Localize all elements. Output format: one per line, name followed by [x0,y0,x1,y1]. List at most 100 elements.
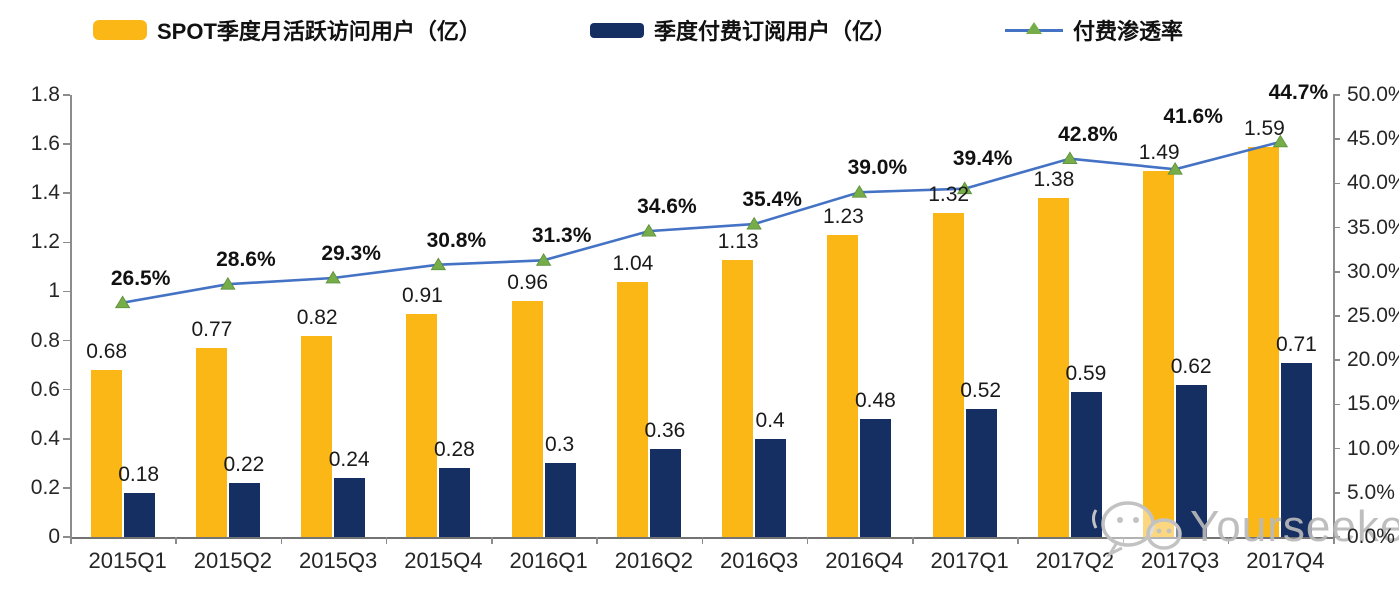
penetration-value-label: 34.6% [637,195,697,219]
mau-value-label: 1.49 [1138,141,1180,165]
legend-label-penetration: 付费渗透率 [1073,19,1184,44]
x-axis-tick-mark [280,537,282,544]
subs-bar [649,448,681,537]
y-axis-tick-label: 1 [48,279,60,303]
subs-value-label: 0.71 [1275,332,1317,356]
x-axis-tick-mark [701,537,703,544]
y2-axis-tick-label: 25.0% [1347,304,1399,327]
y-axis-tick-mark [63,143,70,145]
x-axis-tick-label: 2017Q1 [930,548,1009,573]
y-axis-tick-label: 1.6 [30,132,60,156]
penetration-value-label: 39.0% [847,156,908,180]
y2-axis-tick-label: 45.0% [1347,127,1399,151]
line-marker [220,276,236,290]
penetration-value-label: 26.5% [110,266,171,290]
subs-value-label: 0.52 [960,379,1002,403]
x-axis-tick-mark [806,537,809,544]
penetration-value-label: 30.8% [426,228,487,252]
y-axis-tick-mark [63,241,70,244]
y2-axis-tick-mark [1333,492,1340,494]
y-axis-tick-mark [63,388,70,391]
subs-bar [544,463,576,537]
y2-axis-tick-mark [1333,182,1340,185]
mau-value-label: 1.23 [822,204,864,228]
line-marker [535,253,552,266]
legend-item-penetration: 付费渗透率 [1005,17,1184,44]
y2-axis-tick-mark [1333,94,1340,96]
subs-bar [334,478,366,537]
line-marker [114,295,131,309]
mau-value-label: 1.32 [928,182,970,206]
y-axis-tick-label: 0 [48,525,60,548]
y-axis-tick-label: 1.4 [30,181,60,205]
mau-bar [722,259,754,537]
subs-value-label: 0.36 [644,418,686,442]
subs-bar [123,492,155,537]
y2-axis-tick-label: 0.0% [1347,525,1395,548]
line-marker [1167,161,1183,175]
y2-axis-tick-mark [1333,403,1340,406]
x-axis-tick-mark [491,537,493,544]
y-axis-tick-label: 1.8 [30,83,60,106]
mau-value-label: 0.96 [507,271,549,295]
mau-bar [1037,198,1069,537]
y-axis-tick-mark [63,339,70,342]
y2-axis-tick-label: 15.0% [1347,392,1399,416]
x-axis-tick-mark [1333,537,1335,544]
penetration-value-label: 35.4% [742,188,802,212]
penetration-line-path [122,140,1281,305]
legend-label-subscribers: 季度付费订阅用户（亿） [654,19,897,44]
x-axis-tick-label: 2017Q4 [1246,548,1325,573]
y2-axis-tick-mark [1333,138,1340,140]
subs-bar [965,409,997,537]
penetration-value-label: 44.7% [1268,80,1329,104]
y-axis-tick-label: 1.2 [30,230,60,254]
x-axis-tick-label: 2017Q3 [1140,548,1220,573]
y-axis-tick-label: 0.8 [30,328,60,352]
mau-value-label: 1.13 [717,229,759,253]
y-axis-tick-mark [63,536,70,538]
legend-label-mau: SPOT季度月活跃访问用户（亿） [157,19,481,44]
y-axis-tick-label: 0.6 [30,377,60,401]
mau-bar [511,301,543,537]
x-axis-tick-label: 2016Q3 [719,548,799,573]
legend-item-mau: SPOT季度月活跃访问用户（亿） [93,17,481,44]
subs-value-label: 0.3 [545,433,575,457]
subs-value-label: 0.18 [118,462,160,486]
penetration-value-label: 42.8% [1058,122,1118,146]
x-axis-tick-label: 2016Q2 [614,548,694,573]
y2-axis-tick-mark [1333,447,1340,450]
subs-bar [1176,384,1208,537]
penetration-value-label: 31.3% [531,224,592,248]
x-axis-tick-mark [1017,537,1019,544]
left-axis-line [70,95,72,538]
y-axis-tick-label: 0.2 [30,475,60,499]
subs-value-label: 0.62 [1170,354,1212,378]
y2-axis-tick-label: 5.0% [1347,480,1395,504]
subs-bar [439,468,471,537]
x-axis-tick-mark [70,537,72,544]
x-axis-tick-label: 2015Q4 [404,548,483,573]
line-marker [746,216,762,230]
mau-bar [932,212,964,537]
mau-value-label: 0.77 [191,317,233,341]
y-axis-tick-mark [63,94,70,96]
legend-item-subscribers: 季度付费订阅用户（亿） [590,17,897,44]
subs-value-label: 0.22 [223,452,265,476]
mau-bar [827,234,859,537]
subs-bar [1281,362,1313,537]
y2-axis-tick-mark [1333,271,1340,273]
line-marker [1272,134,1289,148]
line-marker [851,184,868,198]
x-axis-tick-mark [596,537,598,544]
penetration-value-label: 41.6% [1163,105,1223,129]
x-axis-tick-label: 2017Q2 [1035,548,1115,573]
line-marker [956,181,973,195]
subs-value-label: 0.59 [1065,362,1107,386]
mau-value-label: 0.82 [296,305,338,329]
y2-axis-tick-label: 40.0% [1347,171,1399,195]
y-axis-tick-mark [63,487,70,489]
penetration-value-label: 29.3% [321,241,381,265]
y-axis-tick-mark [63,192,70,194]
